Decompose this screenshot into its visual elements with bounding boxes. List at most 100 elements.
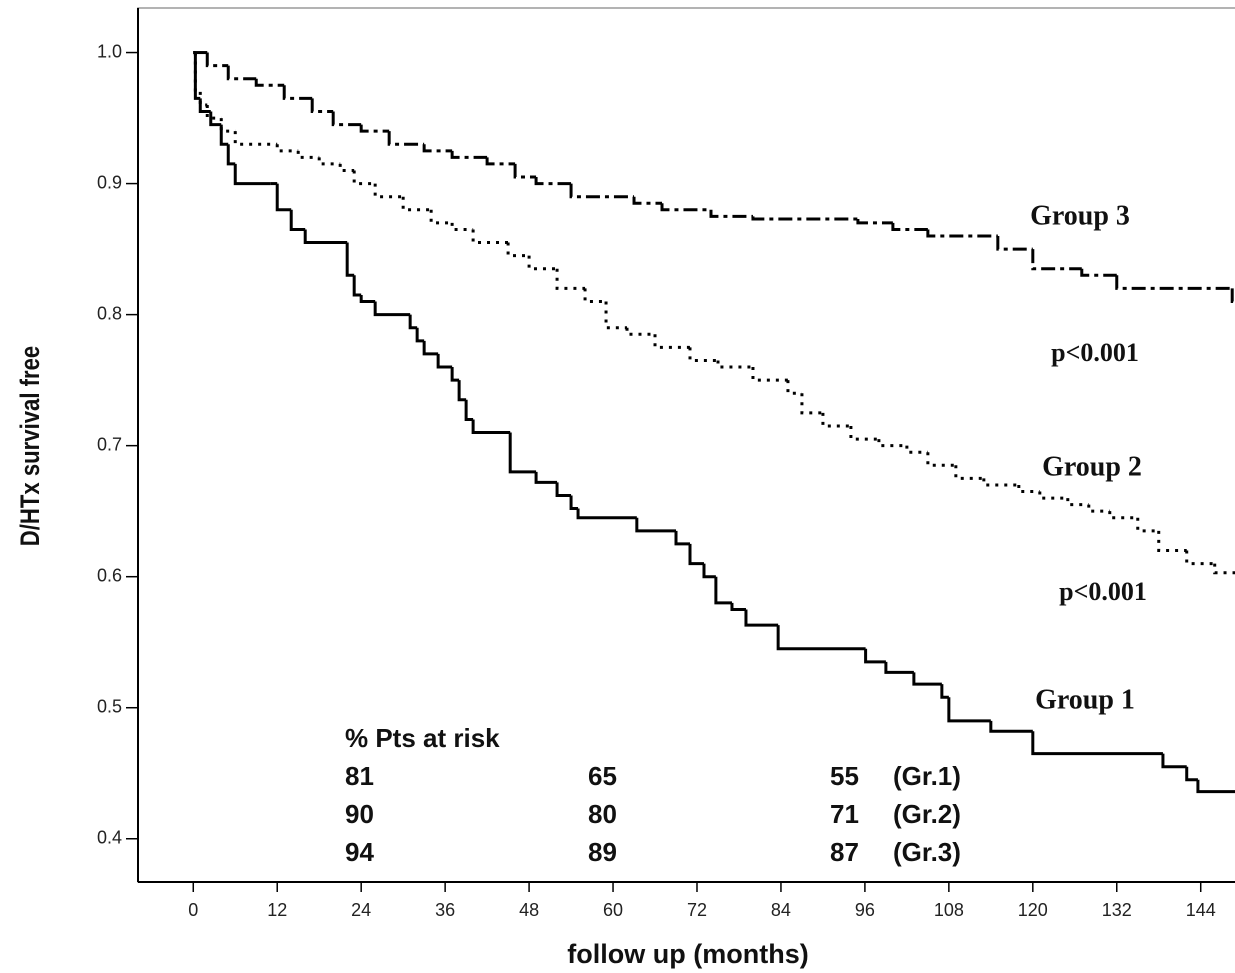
survival-step	[1157, 530, 1187, 552]
x-tick-label: 132	[1102, 900, 1132, 920]
risk-value: 90	[345, 799, 374, 829]
p-value: p<0.001	[1051, 338, 1139, 367]
survival-step	[714, 576, 732, 605]
y-tick-label: 0.4	[97, 828, 122, 848]
survival-step	[209, 111, 222, 127]
survival-step	[310, 98, 334, 114]
x-tick-label: 12	[267, 900, 287, 920]
survival-step	[800, 393, 823, 415]
survival-step	[576, 508, 637, 520]
survival-step	[506, 242, 530, 258]
survival-step	[1108, 511, 1138, 520]
survival-step	[583, 288, 607, 304]
survival-step	[193, 52, 201, 100]
x-axis-title: follow up (months)	[567, 939, 808, 969]
survival-step	[464, 399, 474, 421]
survival-step	[751, 367, 788, 382]
survival-step	[1087, 504, 1110, 513]
risk-value: 65	[588, 761, 617, 791]
survival-step	[989, 720, 1033, 733]
risk-value: 94	[345, 837, 374, 867]
survival-step	[751, 216, 858, 221]
x-tick-label: 0	[188, 900, 198, 920]
survival-step	[1017, 484, 1040, 494]
survival-step	[226, 144, 236, 166]
risk-group: (Gr.1)	[893, 761, 961, 791]
survival-step	[296, 150, 320, 159]
survival-step	[926, 229, 998, 238]
y-tick-label: 0.5	[97, 696, 122, 716]
survival-step	[905, 445, 928, 454]
survival-step	[569, 495, 579, 511]
survival-step	[1038, 491, 1068, 500]
survival-step	[471, 229, 509, 245]
survival-step	[317, 157, 341, 166]
survival-step	[534, 177, 572, 186]
survival-step	[635, 517, 677, 533]
survival-step	[254, 78, 285, 87]
survival-step	[1185, 766, 1198, 782]
survival-step	[1161, 753, 1187, 769]
survival-step	[1080, 268, 1117, 277]
y-tick-label: 1.0	[97, 41, 122, 61]
survival-step	[352, 275, 362, 297]
survival-step	[205, 52, 229, 68]
x-tick-label: 72	[687, 900, 707, 920]
survival-step	[632, 196, 663, 205]
survival-step	[282, 85, 313, 100]
x-tick-label: 120	[1018, 900, 1048, 920]
x-tick-label: 36	[435, 900, 455, 920]
survival-step	[415, 327, 425, 343]
x-tick-label: 48	[519, 900, 539, 920]
survival-step	[471, 419, 511, 435]
survival-step	[688, 543, 704, 566]
survival-step	[1230, 288, 1235, 304]
survival-step	[877, 439, 907, 448]
risk-value: 55	[830, 761, 859, 791]
group-label: Group 1	[1035, 684, 1135, 715]
survival-step	[569, 183, 635, 199]
group-label: Group 3	[1030, 200, 1130, 231]
y-axis-title: D/HTx survival free	[16, 346, 46, 546]
survival-step	[730, 602, 746, 611]
survival-step	[338, 163, 355, 172]
survival-step	[940, 684, 949, 699]
survival-step	[436, 353, 453, 369]
survival-step	[233, 163, 271, 186]
survival-step	[387, 131, 425, 146]
x-tick-label: 96	[855, 900, 875, 920]
survival-step	[709, 209, 753, 218]
survival-step	[982, 478, 1019, 487]
y-tick-label: 0.6	[97, 565, 122, 585]
survival-step	[450, 150, 488, 159]
survival-step	[359, 124, 390, 133]
survival-step	[912, 672, 942, 686]
survival-step	[373, 301, 411, 317]
survival-step	[450, 222, 474, 231]
risk-group: (Gr.3)	[893, 837, 961, 867]
survival-step	[219, 124, 229, 146]
y-tick-label: 0.9	[97, 172, 122, 192]
survival-step	[352, 170, 376, 186]
survival-step	[1136, 517, 1159, 533]
survival-step	[716, 360, 753, 369]
x-tick-label: 144	[1186, 900, 1216, 920]
survival-step	[408, 314, 418, 330]
survival-step	[555, 268, 586, 290]
survival-step	[275, 144, 299, 153]
survival-step	[884, 661, 914, 674]
survival-step	[653, 334, 690, 349]
survival-step	[891, 222, 928, 231]
survival-step	[303, 229, 348, 245]
survival-step	[776, 625, 866, 651]
x-tick-label: 108	[934, 900, 964, 920]
p-value: p<0.001	[1059, 577, 1147, 606]
survival-step	[555, 482, 572, 497]
x-tick-label: 60	[603, 900, 623, 920]
x-tick-label: 84	[771, 900, 791, 920]
risk-title: % Pts at risk	[345, 723, 500, 753]
survival-step	[660, 203, 711, 212]
survival-step	[226, 65, 257, 81]
